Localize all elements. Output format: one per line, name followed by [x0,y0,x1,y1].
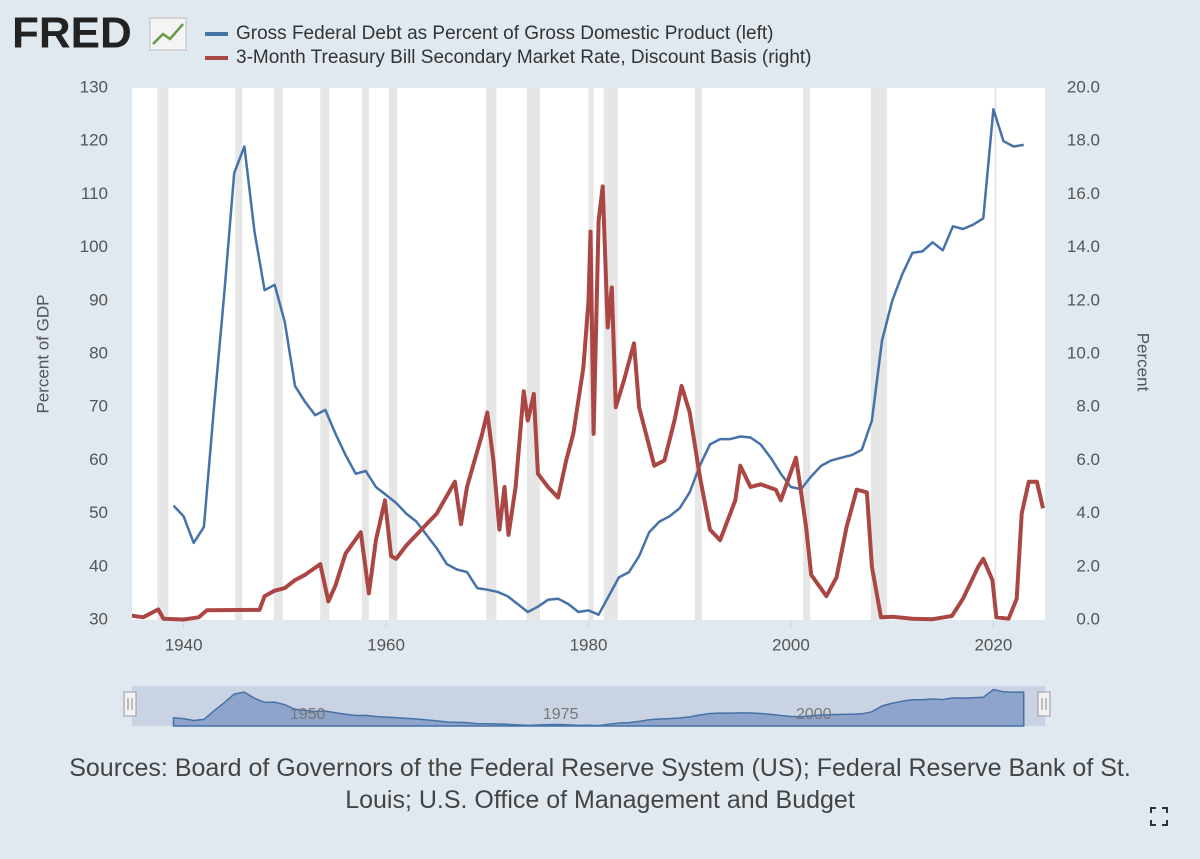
y2-tick-label: 8.0 [1076,397,1100,416]
y-tick-label: 80 [89,343,108,362]
recession-band [526,88,540,620]
y2-tick-label: 18.0 [1067,131,1100,150]
recession-band [994,88,997,620]
navigator-handle-left[interactable] [123,691,137,717]
recession-band [235,88,243,620]
x-tick-label: 1940 [165,635,203,654]
recession-band [361,88,369,620]
y2-tick-label: 2.0 [1076,556,1100,575]
navigator-area [172,688,1025,727]
logo-icon [149,17,187,51]
recession-band [694,88,702,620]
series-line [172,108,1024,616]
x-tick-label: 2000 [772,635,810,654]
recession-band [870,88,888,620]
x-tick-label: 1960 [367,635,405,654]
y2-tick-label: 16.0 [1067,184,1100,203]
x-tick-label: 1980 [570,635,608,654]
y-tick-label: 40 [89,556,108,575]
recession-band [389,88,398,620]
sources: Sources: Board of Governors of the Feder… [69,754,1131,814]
y-tick-label: 100 [80,237,108,256]
navigator-tick-label: 2000 [796,706,832,723]
fullscreen-icon[interactable] [1150,807,1168,826]
legend-label: 3-Month Treasury Bill Secondary Market R… [236,47,812,68]
y-tick-label: 110 [81,184,108,203]
recession-band [603,88,618,620]
recession-band [803,88,811,620]
y-tick-label: 90 [89,290,108,309]
y2-axis-label: Percent [1134,333,1153,392]
recession-band [320,88,330,620]
y2-tick-label: 14.0 [1067,237,1100,256]
y-tick-label: 60 [89,450,108,469]
y-axis-label: Percent of GDP [33,294,52,413]
recession-band [157,88,169,620]
y-tick-label: 50 [89,503,108,522]
y2-tick-label: 10.0 [1067,343,1100,362]
navigator-tick-label: 1950 [290,706,326,723]
recession-band [486,88,497,620]
y-tick-label: 70 [89,397,108,416]
y2-tick-label: 0.0 [1076,609,1100,628]
navigator-handle-right[interactable] [1037,691,1051,717]
series-line [132,184,1045,622]
y2-tick-label: 12.0 [1067,290,1100,309]
y-tick-label: 30 [89,609,108,628]
legend-label: Gross Federal Debt as Percent of Gross D… [236,23,773,44]
logo: FRED [12,9,132,58]
y2-tick-label: 4.0 [1076,503,1100,522]
y2-tick-label: 20.0 [1067,77,1100,96]
y-tick-label: 120 [80,131,108,150]
navigator-tick-label: 1975 [543,706,579,723]
recession-band [273,88,283,620]
y2-tick-label: 6.0 [1076,450,1100,469]
x-tick-label: 2020 [974,635,1012,654]
y-tick-label: 130 [80,77,108,96]
